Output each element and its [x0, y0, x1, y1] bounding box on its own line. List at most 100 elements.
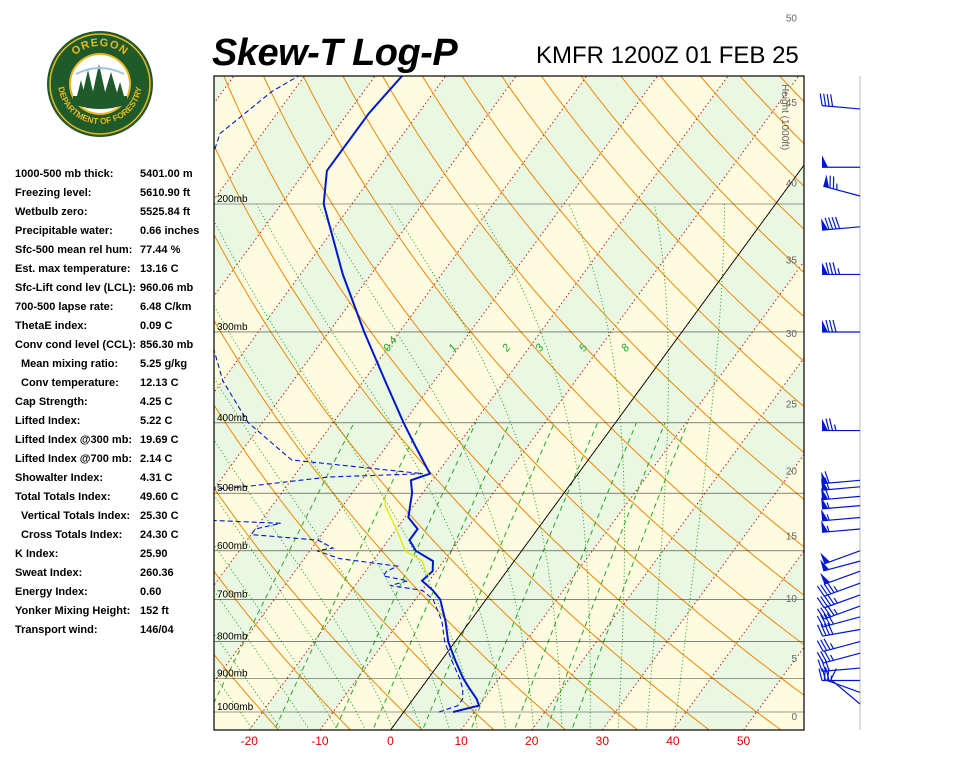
- height-tick-label: 45: [786, 98, 798, 109]
- pressure-label: 400mb: [217, 413, 248, 424]
- isotherm-band: [214, 76, 234, 104]
- wind-barb: [819, 93, 861, 110]
- index-value: 960.06 mb: [140, 282, 194, 294]
- pressure-label: 500mb: [217, 483, 248, 494]
- chart-title: Skew-T Log-P: [212, 32, 458, 74]
- wind-barb-pennant: [821, 218, 829, 231]
- temperature-tick-label: 50: [737, 734, 751, 748]
- isotherm-band: [814, 76, 960, 730]
- plot-frame: [213, 75, 805, 731]
- index-label: Yonker Mixing Height:: [15, 605, 131, 617]
- index-value: 856.30 mb: [140, 339, 194, 351]
- wind-barb-full: [826, 93, 830, 107]
- moist-adiabat-line: [256, 203, 506, 728]
- temperature-tick-label: 0: [387, 734, 394, 748]
- wind-barb-full: [821, 668, 827, 681]
- mixing-ratio-line: [471, 422, 599, 728]
- wind-barb-pennant: [822, 155, 828, 168]
- index-label: Transport wind:: [15, 624, 98, 636]
- wind-barb-pennant: [820, 559, 830, 571]
- isotherm-band: [249, 76, 799, 730]
- wind-barb-full: [817, 659, 823, 672]
- index-label: 1000-500 mb thick:: [15, 168, 114, 180]
- wind-barb: [817, 658, 861, 672]
- index-value: 49.60 C: [140, 491, 179, 503]
- height-tick-label: 5: [791, 654, 797, 665]
- wind-barb-pennant: [821, 487, 829, 500]
- wind-barb: [822, 262, 860, 276]
- plot-area: 0.4 1 2 3 5 8: [0, 0, 960, 730]
- index-row: Total Totals Index: 49.60 C: [15, 491, 215, 510]
- wind-barb-full: [823, 93, 827, 107]
- wind-barb: [820, 550, 861, 565]
- wind-barb: [816, 582, 861, 597]
- index-row: Conv cond level (CCL): 856.30 mb: [15, 339, 215, 358]
- isotherm-band: [0, 76, 93, 730]
- parcel-profile-line: [384, 496, 430, 577]
- wind-barb: [818, 668, 860, 682]
- wind-barb: [816, 622, 861, 637]
- wind-barb: [816, 638, 861, 652]
- index-value: 13.16 C: [140, 263, 179, 275]
- wind-barb-full: [823, 623, 831, 636]
- index-value: 5.25 g/kg: [140, 358, 188, 370]
- isotherm-line: [0, 76, 22, 730]
- isotherm-band: [672, 550, 804, 730]
- wind-barb-half: [829, 642, 834, 649]
- wind-barb: [823, 174, 861, 197]
- wind-barb-full: [819, 93, 823, 106]
- wind-barb-full: [823, 613, 831, 626]
- wind-barb-half: [826, 525, 830, 532]
- mixing-ratio-line: [214, 422, 355, 704]
- index-label: Sweat Index:: [15, 567, 83, 579]
- isotherm-line: [460, 260, 804, 730]
- pressure-label: 700mb: [217, 589, 248, 600]
- isotherm-line: [0, 76, 163, 730]
- wind-barb-staff: [822, 504, 861, 510]
- dry-adiabat-line: [0, 0, 207, 730]
- temperature-tick-label: 40: [666, 734, 680, 748]
- mixing-ratio-line: [423, 422, 555, 728]
- index-value: 0.60: [140, 586, 162, 598]
- index-value: 0.09 C: [140, 320, 173, 332]
- wind-barb-staff: [823, 616, 861, 628]
- moist-adiabat-line: [214, 674, 252, 728]
- wind-barbs: [816, 93, 861, 705]
- index-value: 4.31 C: [140, 472, 173, 484]
- moist-adiabat-line: [475, 203, 591, 728]
- indices-panel: 1000-500 mb thick: 5401.00 m Freezing leve…: [15, 168, 215, 643]
- mixing-ratio-line: [514, 422, 637, 728]
- wind-barb-full: [823, 594, 832, 606]
- isobars: [214, 203, 804, 713]
- index-row: Conv temperature: 12.13 C: [15, 377, 215, 396]
- wind-barb-half: [833, 585, 838, 592]
- index-row: Energy Index: 0.60: [15, 586, 215, 605]
- pressure-labels: 1000mb 900mb 800mb 700mb 600mb 500mb 400mb 300m…: [217, 194, 254, 713]
- index-row: Lifted Index: 5.22 C: [15, 415, 215, 434]
- wind-barb: [816, 650, 861, 664]
- wind-barb-half: [837, 268, 841, 275]
- index-label: ThetaE index:: [15, 320, 88, 332]
- dry-adiabat-line: [382, 76, 804, 548]
- wind-barb: [821, 508, 861, 522]
- dry-adiabat-line: [580, 76, 804, 318]
- wind-barb: [821, 520, 861, 533]
- index-value: 5401.00 m: [140, 168, 193, 180]
- height-tick-label: 30: [786, 329, 798, 340]
- index-label: Wetbulb zero:: [15, 206, 88, 218]
- wind-barb: [821, 216, 861, 231]
- temperature-profile-line: [322, 76, 481, 713]
- index-row: Vertical Totals Index: 25.30 C: [15, 510, 215, 529]
- height-tick-label: 40: [786, 179, 798, 190]
- wind-barb-full: [824, 471, 830, 484]
- index-row: Transport wind: 146/04: [15, 624, 215, 643]
- index-value: 5.22 C: [140, 415, 173, 427]
- wind-barb-half: [826, 502, 830, 509]
- wind-barb-half: [833, 597, 838, 604]
- index-value: 5525.84 ft: [140, 206, 191, 218]
- wind-barb-staff: [823, 652, 861, 664]
- mixing-ratio-line: [373, 422, 511, 728]
- moist-adiabat-line: [214, 376, 422, 728]
